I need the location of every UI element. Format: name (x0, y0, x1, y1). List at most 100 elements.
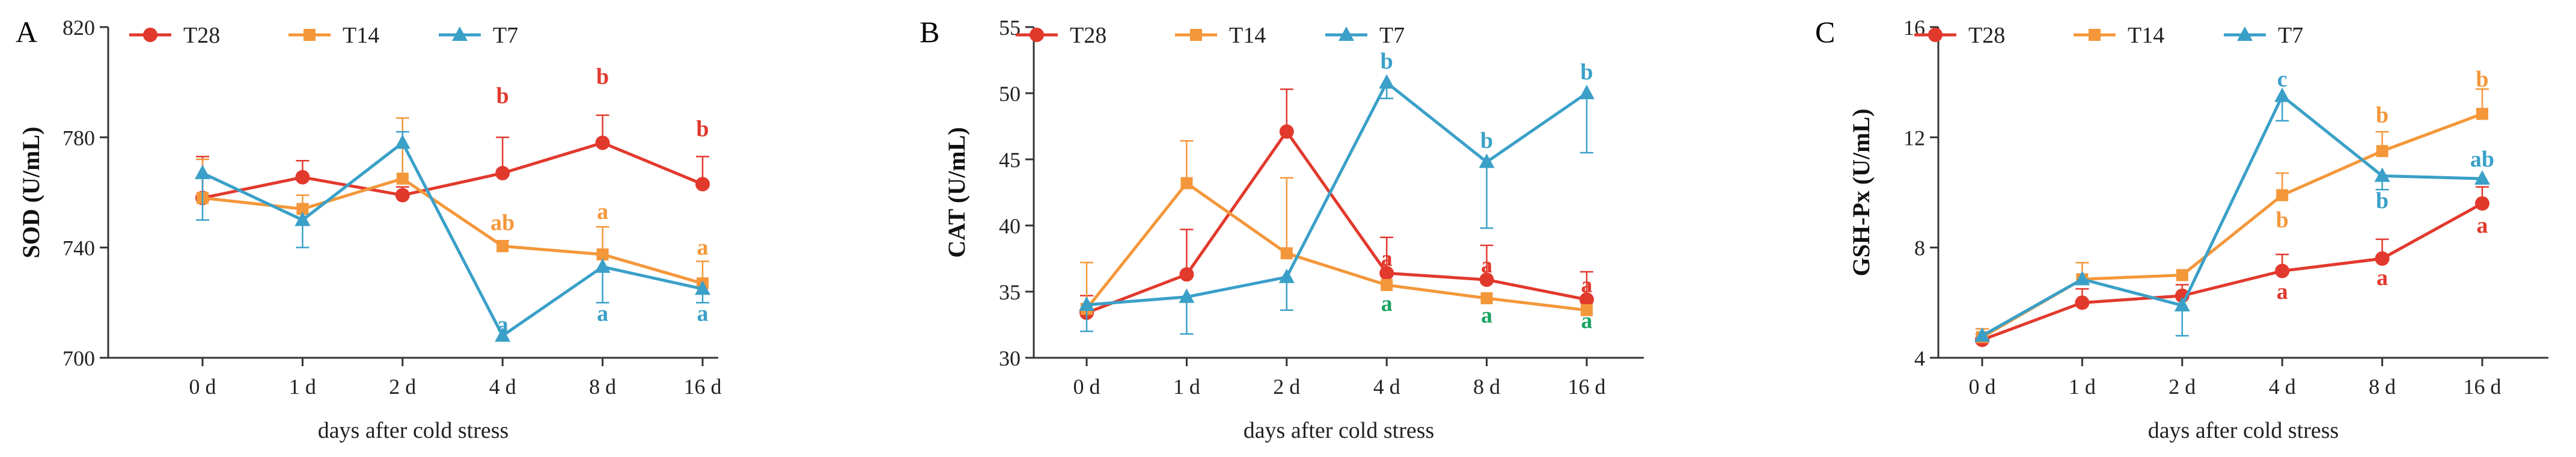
significance-letter: a (1381, 291, 1393, 316)
significance-letter: a (1581, 272, 1593, 298)
data-point (1180, 177, 1193, 189)
legend-marker (143, 28, 157, 42)
data-point (395, 188, 410, 203)
x-tick-label: 2 d (2169, 375, 2196, 399)
x-tick-label: 1 d (2069, 375, 2096, 399)
legend-marker (2237, 26, 2253, 41)
series-t14: b b b (1976, 67, 2489, 343)
legend-marker (1338, 26, 1354, 41)
y-tick-label: 700 (63, 346, 95, 370)
x-tick-label: 4 d (1373, 375, 1400, 399)
data-point (2475, 196, 2489, 211)
significance-letter: b (1480, 128, 1493, 153)
significance-letter: a (597, 199, 608, 224)
significance-letter: b (496, 84, 509, 109)
data-point (1974, 327, 1990, 342)
significance-letter: a (1481, 253, 1492, 278)
data-point (596, 248, 609, 261)
y-tick-label: 40 (999, 214, 1021, 238)
y-tick-label: 740 (63, 236, 95, 260)
y-tick-label: 45 (999, 148, 1021, 172)
data-point (1579, 292, 1594, 307)
significance-letter: b (1580, 60, 1593, 85)
significance-letter: a (597, 301, 608, 327)
x-tick-label: 16 d (684, 375, 722, 399)
legend-marker (1928, 28, 1943, 42)
y-axis-title: CAT (U/mL) (943, 127, 970, 257)
x-tick-label: 8 d (1473, 375, 1500, 399)
data-point (1479, 153, 1495, 168)
y-tick-label: 12 (1903, 126, 1925, 150)
data-point (2476, 108, 2488, 120)
data-point (1579, 85, 1595, 99)
legend: T28 T14 T7 (129, 23, 518, 48)
legend-marker (452, 26, 468, 41)
legend-label: T28 (1070, 23, 1106, 48)
y-tick-label: 8 (1914, 236, 1925, 260)
significance-letter: b (2376, 188, 2388, 213)
significance-letter: a (2376, 265, 2388, 290)
data-point (2375, 251, 2390, 266)
legend-marker (1030, 28, 1044, 42)
legend-marker (1190, 29, 1202, 41)
data-point (1480, 292, 1493, 304)
data-point (2276, 189, 2289, 201)
x-tick-label: 4 d (2269, 375, 2296, 399)
data-point (2274, 87, 2291, 102)
data-point (295, 211, 311, 226)
significance-letter: a (2277, 279, 2288, 304)
data-point (1279, 124, 1294, 139)
x-tick-label: 2 d (1273, 375, 1300, 399)
data-point (1379, 74, 1395, 89)
series-line (1086, 130, 1587, 314)
significance-letter: a (1381, 246, 1393, 271)
legend-label: T14 (1229, 23, 1266, 48)
x-tick-label: 8 d (2369, 375, 2396, 399)
significance-letter: a (1481, 303, 1492, 328)
y-tick-label: 4 (1914, 346, 1925, 370)
x-tick-label: 0 d (189, 375, 216, 399)
x-tick-label: 1 d (1173, 375, 1200, 399)
significance-letter: b (1381, 49, 1393, 74)
data-point (1280, 247, 1293, 260)
series-line (202, 141, 703, 200)
x-axis-title: days after cold stress (318, 418, 509, 443)
data-point (1479, 272, 1494, 287)
series-t28: b b b (195, 64, 710, 206)
series-line (201, 141, 703, 337)
legend: T28 T14 T7 (1914, 23, 2303, 48)
x-tick-label: 16 d (1568, 375, 1606, 399)
legend-label: T14 (343, 23, 379, 48)
data-point (695, 177, 710, 192)
x-tick-label: 0 d (1073, 375, 1100, 399)
data-point (396, 173, 409, 185)
series-line (202, 177, 703, 285)
data-point (495, 165, 510, 180)
series-line (1981, 112, 2483, 339)
data-point (1278, 268, 1295, 283)
data-point (1381, 279, 1393, 291)
significance-letter: b (2476, 67, 2488, 92)
y-axis-title: GSH-Px (U/mL) (1848, 109, 1875, 277)
legend-label: T28 (1968, 23, 2005, 48)
data-point (2275, 263, 2290, 278)
x-tick-label: 16 d (2464, 375, 2501, 399)
x-axis-title: days after cold stress (2148, 418, 2339, 443)
significance-letter: b (2276, 207, 2289, 233)
series-t28: aaa (1975, 186, 2489, 348)
x-axis-title: days after cold stress (1244, 418, 1435, 443)
data-point (394, 134, 411, 149)
significance-letter: b (596, 64, 609, 90)
data-point (296, 203, 309, 215)
data-point (2174, 296, 2190, 311)
significance-letter: a (1581, 308, 1593, 333)
significance-letter: b (696, 117, 709, 142)
legend-label: T7 (1379, 23, 1405, 48)
significance-letter: a (497, 312, 508, 337)
